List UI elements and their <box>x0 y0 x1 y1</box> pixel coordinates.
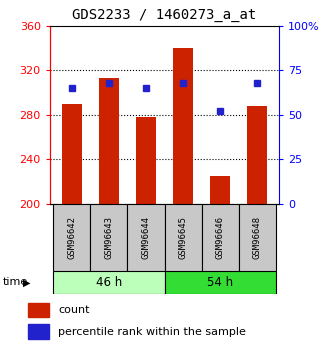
Bar <box>91 204 127 271</box>
Text: GSM96645: GSM96645 <box>178 216 187 259</box>
Bar <box>62 104 82 204</box>
Bar <box>165 204 202 271</box>
Text: GSM96646: GSM96646 <box>215 216 225 259</box>
Text: count: count <box>58 305 90 315</box>
Bar <box>54 271 164 294</box>
Bar <box>54 204 91 271</box>
Bar <box>239 204 275 271</box>
Text: 46 h: 46 h <box>96 276 122 289</box>
Bar <box>173 48 193 204</box>
Bar <box>202 204 239 271</box>
Bar <box>28 324 49 339</box>
Text: GSM96643: GSM96643 <box>104 216 114 259</box>
Bar <box>127 204 165 271</box>
Text: time: time <box>3 277 29 287</box>
Title: GDS2233 / 1460273_a_at: GDS2233 / 1460273_a_at <box>73 8 256 22</box>
Bar <box>165 271 275 294</box>
Bar <box>99 78 119 204</box>
Text: percentile rank within the sample: percentile rank within the sample <box>58 327 246 337</box>
Text: GSM96648: GSM96648 <box>253 216 262 259</box>
Text: ▶: ▶ <box>22 277 30 287</box>
Bar <box>247 106 267 204</box>
Bar <box>136 117 156 204</box>
Bar <box>28 303 49 317</box>
Text: GSM96644: GSM96644 <box>142 216 151 259</box>
Text: GSM96642: GSM96642 <box>67 216 76 259</box>
Bar <box>210 176 230 204</box>
Text: 54 h: 54 h <box>207 276 233 289</box>
